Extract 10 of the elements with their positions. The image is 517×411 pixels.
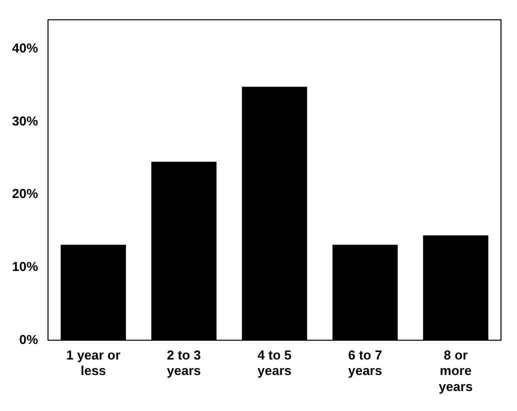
x-tick-label: 4 to 5 years [258,348,292,378]
x-tick-label: 8 or more years [438,348,473,394]
y-tick-label: 20% [12,186,38,202]
y-tick-label: 10% [12,258,38,274]
x-tick-label: 2 to 3 years [166,348,201,378]
y-tick-label: 30% [12,113,38,128]
x-tick-label: 6 to 7 years [348,348,382,378]
y-tick-label: 40% [12,40,38,56]
y-tick-label: 0% [19,332,38,347]
x-tick-label: 1 year or less [66,348,120,378]
